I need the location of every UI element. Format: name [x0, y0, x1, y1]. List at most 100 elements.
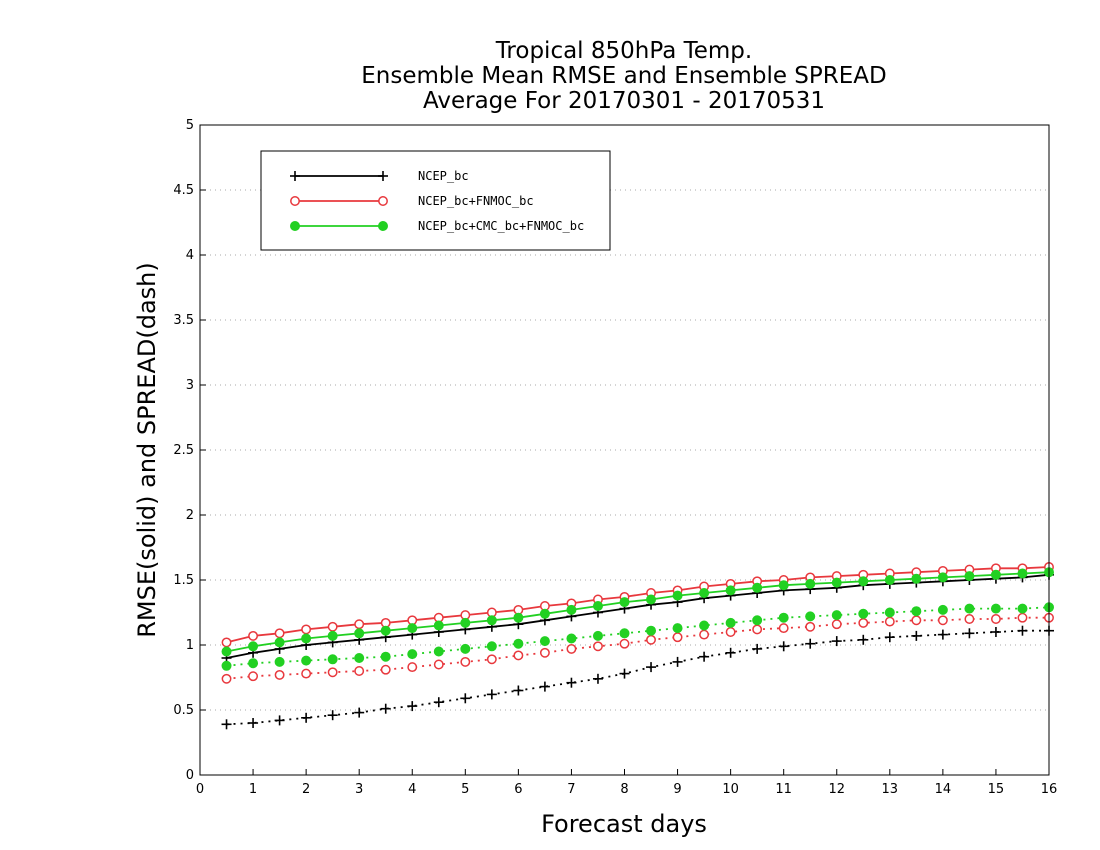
series-3-spread-point: [990, 603, 1001, 614]
series-2-spread-point: [274, 669, 285, 680]
series-3-rmse-point: [592, 601, 603, 611]
series-2-spread-point: [221, 673, 232, 684]
series-1-spread-point: [858, 634, 869, 645]
series-3-spread-line: [226, 606, 1050, 667]
series-3-rmse-point: [433, 620, 444, 631]
series-2-spread-point: [778, 623, 789, 634]
series-3: [221, 567, 1054, 671]
series-2-spread-point: [513, 650, 524, 661]
series-3-spread-point: [221, 660, 232, 671]
legend-label: NCEP_bc: [418, 169, 469, 183]
series-3-rmse-point: [778, 580, 789, 591]
series-1-spread-point: [327, 710, 338, 721]
series-3-spread-point: [407, 649, 418, 660]
series-3-rmse-point: [725, 585, 736, 596]
y-axis-label: RMSE(solid) and SPREAD(dash): [133, 262, 161, 638]
y-axis-ticks: 0 0.5 1 1.5 2 2.5 3 3.5 4 4.5 5: [173, 118, 206, 783]
x-tick-label: 12: [828, 782, 845, 797]
series-2-spread-point: [566, 643, 577, 654]
series-2-spread-point: [486, 654, 497, 665]
series-3-rmse-point: [486, 615, 497, 626]
series-3-rmse-point: [646, 594, 657, 605]
series-2-spread-point: [1017, 612, 1028, 623]
series-3-rmse-point: [460, 617, 471, 628]
y-tick-label: 4: [186, 248, 194, 263]
series-1-spread-point: [380, 703, 391, 714]
series-1-spread-point: [805, 638, 816, 649]
series-3-spread-point: [592, 630, 603, 641]
series-2-rmse-point: [327, 621, 338, 632]
series-1-spread-point: [592, 673, 603, 684]
series-2-spread-point: [672, 632, 683, 643]
series-3-rmse-point: [964, 571, 975, 582]
series-1-spread-point: [407, 701, 418, 712]
series-2-spread-point: [858, 617, 869, 628]
series-2-rmse-point: [248, 630, 259, 641]
x-tick-label: 0: [196, 782, 204, 797]
series-2-spread-point: [539, 647, 550, 658]
series-1-spread-point: [460, 693, 471, 704]
series-1-spread-point: [937, 629, 948, 640]
series-3-spread-point: [301, 655, 312, 666]
x-tick-label: 5: [461, 782, 469, 797]
x-tick-label: 7: [567, 782, 575, 797]
series-3-rmse-point: [752, 582, 763, 593]
series-1-spread-point: [274, 715, 285, 726]
series-1-spread-point: [831, 636, 842, 647]
series-3-rmse-point: [884, 575, 895, 585]
legend-entry: NCEP_bc: [290, 169, 469, 183]
series-1: [221, 569, 1054, 730]
series-3-rmse-point: [566, 604, 577, 615]
series-2-spread-point: [433, 659, 444, 670]
legend-marker: [290, 196, 300, 206]
series-3-spread-point: [831, 610, 842, 621]
series-3-spread-point: [646, 625, 657, 636]
series-3-rmse-point: [805, 578, 816, 589]
series-1-spread-point: [646, 662, 657, 673]
series-3-spread-point: [778, 612, 789, 623]
x-tick-label: 14: [935, 782, 952, 797]
legend-marker: [290, 171, 300, 181]
series-1-spread-point: [539, 681, 550, 692]
x-tick-label: 6: [514, 782, 522, 797]
series-2-spread-point: [964, 614, 975, 624]
chart-title-line-3: Average For 20170301 - 20170531: [423, 88, 825, 114]
series-3-rmse-point: [380, 625, 391, 636]
series-2-spread-point: [354, 666, 365, 676]
series-3-spread-point: [672, 623, 683, 634]
series-3-spread-point: [354, 653, 365, 663]
series-3-spread-point: [486, 641, 497, 652]
series-1-spread-point: [566, 677, 577, 688]
series-3-rmse-point: [619, 597, 630, 608]
y-tick-label: 3.5: [173, 313, 194, 328]
series-3-spread-point: [619, 628, 630, 639]
series-1-spread-point: [513, 685, 524, 696]
legend-marker: [290, 221, 300, 231]
x-tick-label: 2: [302, 782, 310, 797]
series-1-spread-point: [248, 718, 259, 728]
series-3-spread-point: [911, 606, 922, 617]
series-3-spread-point: [884, 607, 895, 618]
series-2-spread-point: [937, 615, 948, 626]
plot-frame: [199, 124, 1050, 776]
chart-title: Tropical 850hPa Temp. Ensemble Mean RMSE…: [361, 38, 886, 114]
series-1-rmse-line: [226, 573, 1050, 659]
series-3-rmse-point: [248, 641, 259, 652]
series-3-rmse-point: [301, 633, 312, 644]
x-tick-label: 16: [1041, 782, 1058, 797]
y-tick-label: 2: [186, 508, 194, 523]
legend: NCEP_bc NCEP_bc+FNMOC_bc NCEP_bc+CMC_bc+FN…: [260, 150, 611, 251]
series-1-spread-point: [752, 643, 763, 654]
series-3-spread-point: [460, 643, 471, 654]
series-3-rmse-point: [858, 576, 869, 587]
legend-label: NCEP_bc+FNMOC_bc: [418, 194, 534, 208]
series-3-spread-point: [699, 620, 710, 631]
series-2-rmse-point: [301, 624, 312, 635]
series-3-spread-point: [539, 636, 550, 647]
series-2-spread-point: [619, 638, 630, 649]
series-2-spread-point: [248, 671, 259, 682]
series-1-spread-point: [221, 719, 232, 730]
series-3-rmse-line: [226, 571, 1050, 653]
series-3-spread-point: [433, 646, 444, 657]
x-tick-label: 1: [249, 782, 257, 797]
